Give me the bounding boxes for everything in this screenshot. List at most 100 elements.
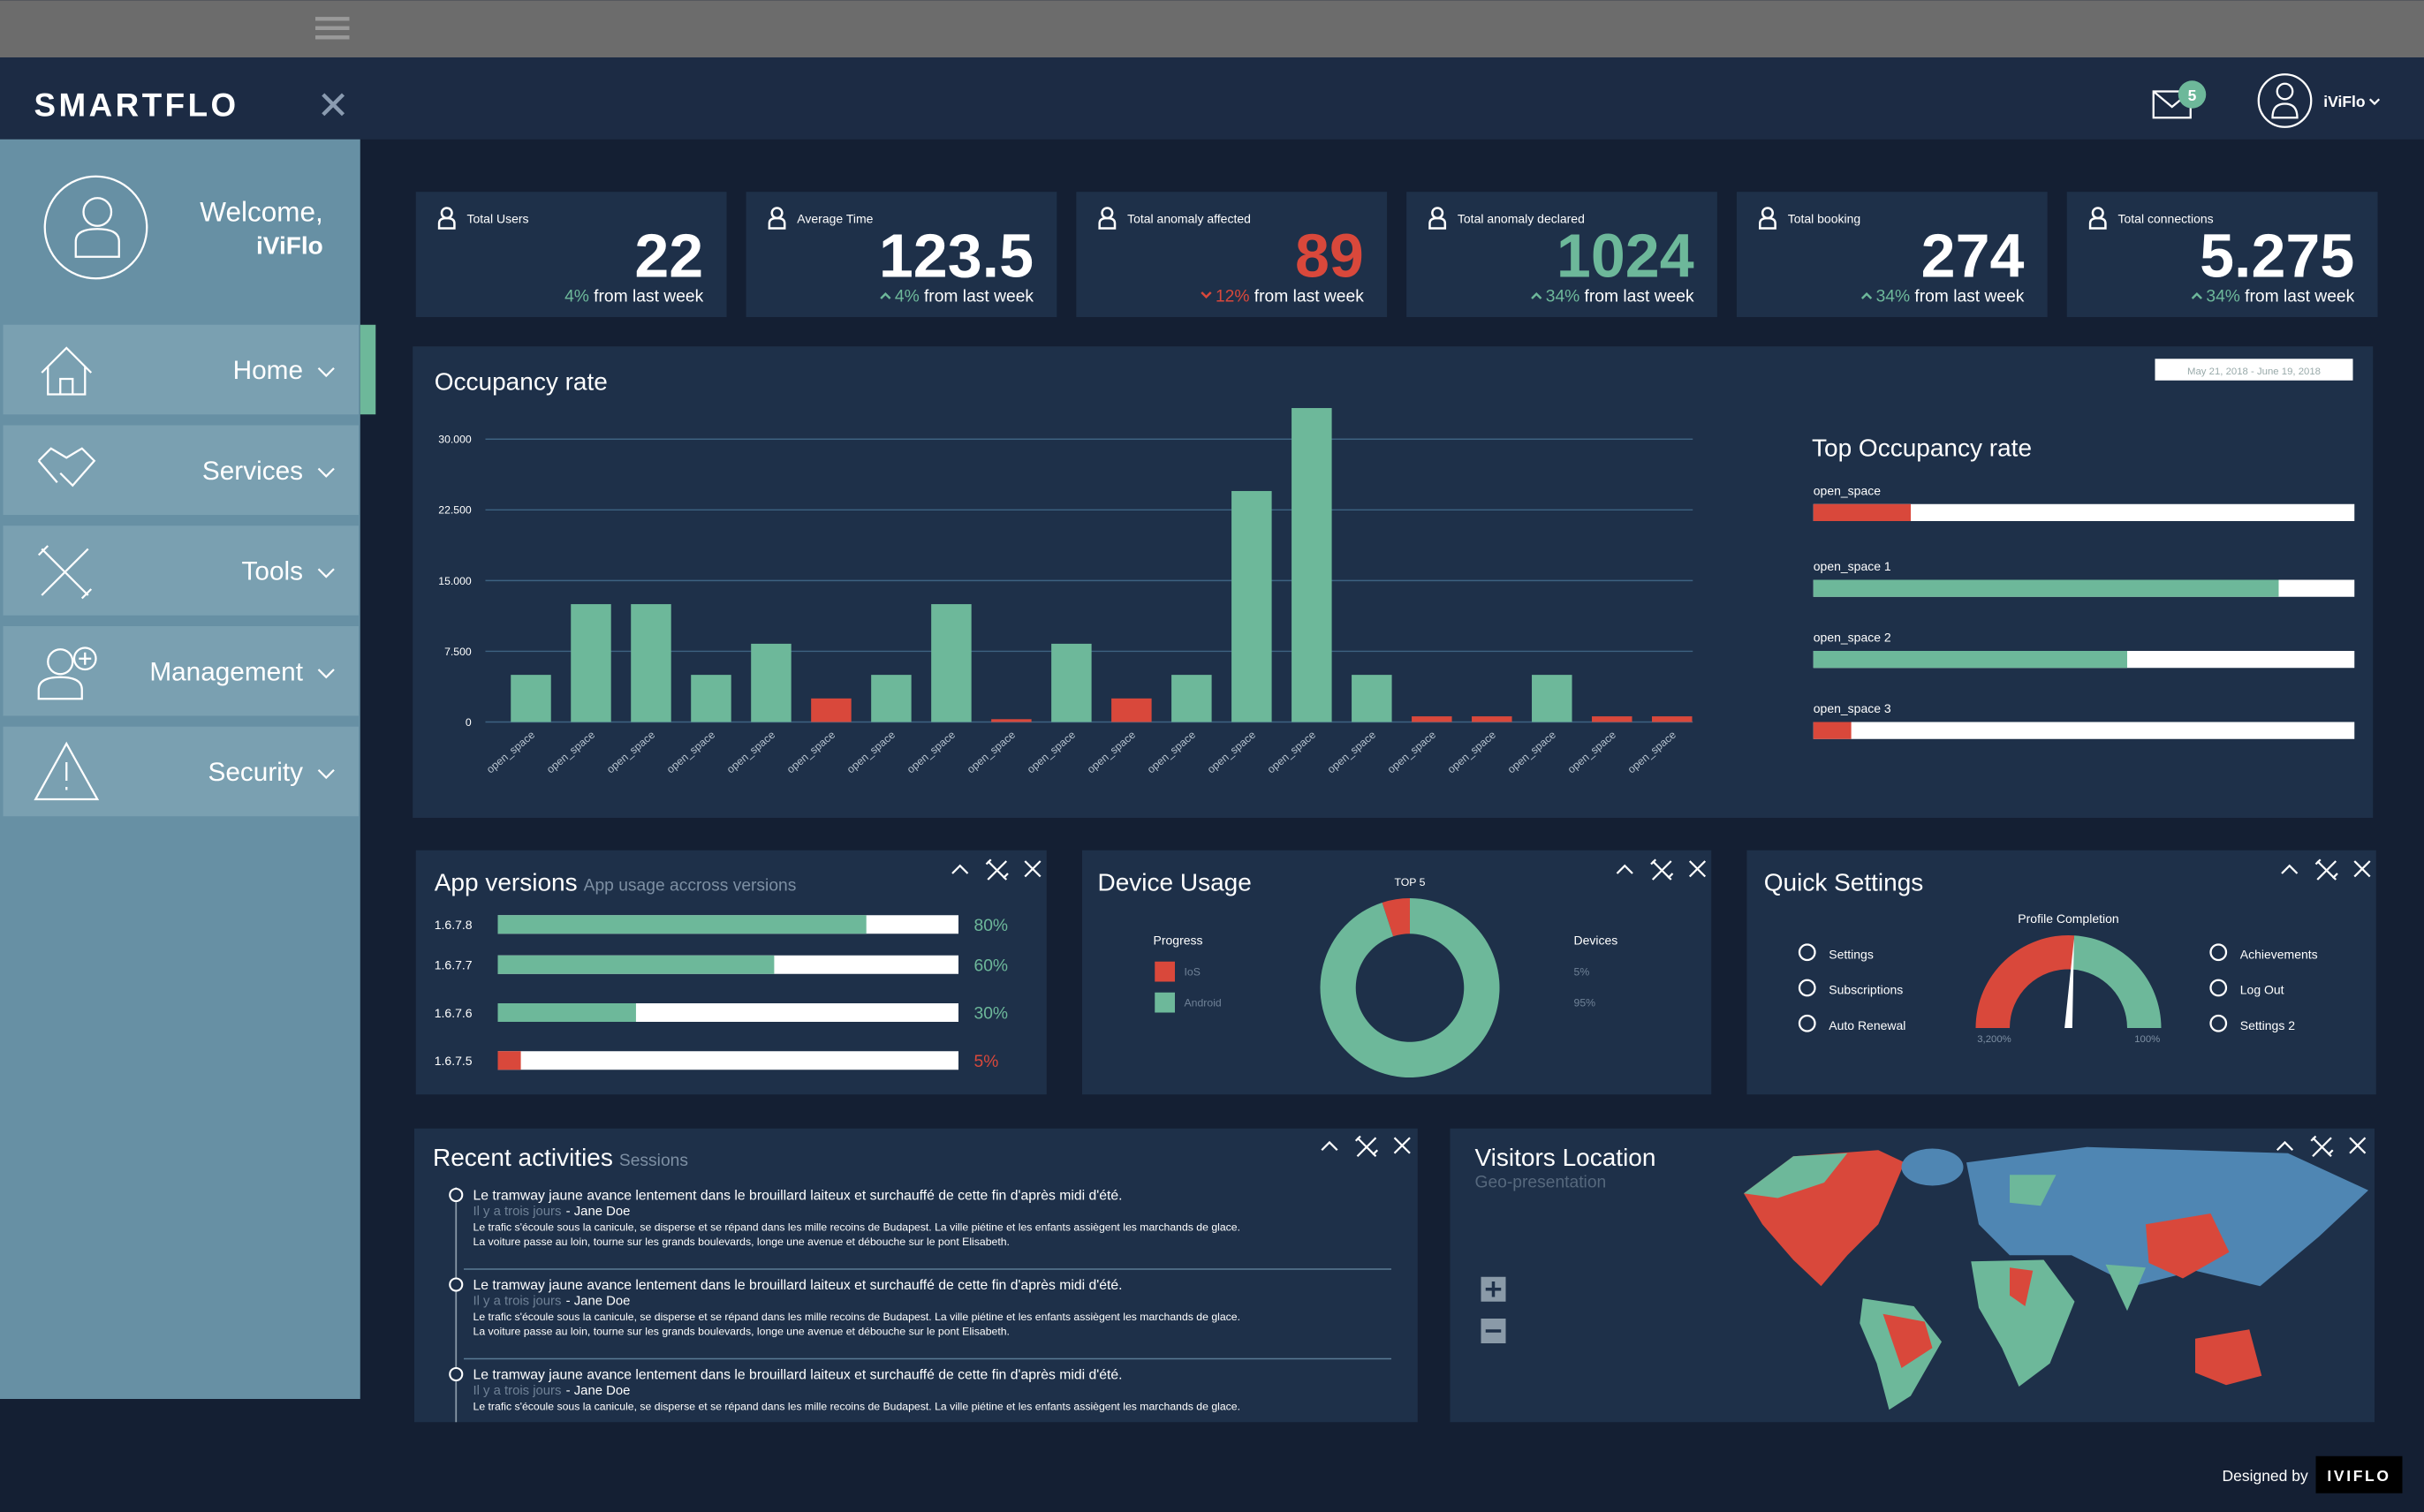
setting-label[interactable]: Subscriptions — [1829, 983, 1903, 997]
bar — [691, 675, 731, 722]
zoom-out[interactable] — [1481, 1319, 1506, 1343]
bar — [497, 915, 867, 934]
trend-arrow — [880, 292, 891, 299]
activity-body: Le trafic s'écoule sous la canicule, se … — [473, 1311, 1241, 1323]
trend-arrow — [1531, 292, 1542, 299]
menu-item[interactable]: Management — [3, 626, 360, 716]
stat-change: 34% from last week — [2206, 288, 2354, 306]
setting-icon — [1798, 979, 1816, 997]
icon-part — [1798, 979, 1816, 997]
activity-headline: Le tramway jaune avance lentement dans l… — [473, 1188, 1123, 1203]
menu-icon — [41, 346, 93, 396]
menu-item[interactable]: Security — [3, 726, 360, 817]
menu-label: Home — [233, 356, 303, 385]
date-picker[interactable] — [2155, 359, 2353, 381]
user-name[interactable]: iViFlo — [2323, 93, 2365, 110]
bar — [1231, 490, 1272, 722]
panel-controls[interactable] — [1616, 858, 1707, 881]
timeline-dot — [449, 1366, 464, 1382]
bar — [991, 719, 1032, 722]
icon-part — [34, 741, 100, 801]
menu-item-bg — [3, 726, 359, 817]
trend-arrow — [1860, 292, 1873, 299]
icon-part — [37, 676, 83, 700]
subtitle: Sessions — [619, 1152, 688, 1170]
activity-meta: Il y a trois jours - Jane Doe — [473, 1384, 631, 1398]
stat-card — [1076, 192, 1388, 317]
icon-part — [47, 648, 74, 676]
collapse-icon — [1616, 864, 1633, 874]
tools-icon — [2310, 1135, 2334, 1158]
activity-time: Il y a trois jours — [473, 1205, 562, 1219]
bar — [497, 1051, 521, 1070]
bar — [931, 604, 972, 722]
menu-label: Security — [208, 758, 304, 787]
setting-icon — [2209, 979, 2228, 997]
menu-icon — [37, 646, 97, 700]
menu-item[interactable]: Home — [3, 324, 376, 415]
person-icon — [2088, 207, 2107, 230]
hamburger[interactable] — [315, 17, 350, 40]
stat-value: 5.275 — [2200, 222, 2354, 291]
change-suffix: from last week — [1254, 288, 1364, 306]
user-avatar[interactable] — [2257, 73, 2313, 128]
stat-value: 1024 — [1557, 222, 1694, 291]
bar-track — [1813, 722, 2355, 739]
y-tick-label: 30.000 — [438, 434, 472, 446]
activity-body: Le trafic s'écoule sous la canicule, se … — [473, 1221, 1241, 1233]
zoom-in[interactable] — [1481, 1276, 1506, 1302]
setting-label[interactable]: Settings — [1829, 947, 1874, 961]
logo[interactable]: SMARTFLO — [34, 87, 239, 124]
setting-label[interactable]: Auto Renewal — [1829, 1018, 1905, 1032]
visitors-title: Visitors Location — [1475, 1144, 1656, 1171]
y-tick-label: 22.500 — [438, 504, 472, 517]
change-value: 34% — [2206, 288, 2240, 306]
legend-swatch — [1155, 992, 1175, 1013]
panel-controls[interactable] — [2276, 1135, 2367, 1158]
icon-part — [1798, 943, 1816, 962]
bar — [1472, 716, 1512, 722]
bar — [751, 643, 792, 722]
setting-label[interactable]: Log Out — [2240, 983, 2284, 997]
setting-label[interactable]: Settings 2 — [2240, 1018, 2295, 1032]
menu-item-bg — [3, 626, 359, 716]
active-indicator — [360, 324, 376, 415]
recent-title: Recent activities Sessions — [433, 1144, 688, 1171]
welcome: Welcome, — [200, 196, 322, 228]
close-icon — [1393, 1137, 1411, 1154]
stat-label: Average Time — [797, 211, 873, 225]
legend-label: IoS — [1185, 966, 1201, 979]
occupancy-label: open_space 2 — [1814, 631, 1891, 645]
icon-part — [1428, 216, 1447, 230]
stat-card — [746, 192, 1057, 317]
change-suffix: from last week — [1585, 288, 1694, 306]
activity-author: - Jane Doe — [566, 1294, 631, 1308]
value-label: 30% — [974, 1005, 1009, 1024]
user-chevron[interactable] — [2368, 98, 2381, 106]
panel-controls[interactable] — [2281, 858, 2371, 881]
stat-label: Total Users — [467, 211, 529, 225]
menu-item[interactable]: Tools — [3, 525, 360, 616]
donut-slice — [1382, 898, 1410, 937]
close-menu[interactable] — [322, 93, 345, 117]
icon-part — [2209, 979, 2228, 997]
menu-label: Tools — [242, 557, 303, 586]
menu-icon — [37, 545, 93, 600]
setting-icon — [1798, 1014, 1816, 1032]
change-value: 4% — [564, 288, 589, 306]
timeline-dot — [449, 1187, 464, 1203]
setting-label[interactable]: Achievements — [2240, 947, 2318, 961]
menu-chevron — [317, 768, 335, 780]
icon-part — [1098, 216, 1117, 230]
legend-swatch — [1155, 961, 1175, 982]
menu-item[interactable]: Services — [3, 425, 360, 516]
activity-headline: Le tramway jaune avance lentement dans l… — [473, 1367, 1123, 1382]
icon-part — [2209, 943, 2228, 962]
activity-author: - Jane Doe — [566, 1384, 631, 1398]
activity-headline: Le tramway jaune avance lentement dans l… — [473, 1278, 1123, 1293]
panel-controls[interactable] — [1321, 1135, 1411, 1158]
panel-controls[interactable] — [951, 858, 1042, 881]
date-range[interactable]: May 21, 2018 - June 19, 2018 — [2187, 367, 2321, 377]
browser-bar — [0, 0, 2424, 57]
bar — [1813, 722, 1852, 739]
